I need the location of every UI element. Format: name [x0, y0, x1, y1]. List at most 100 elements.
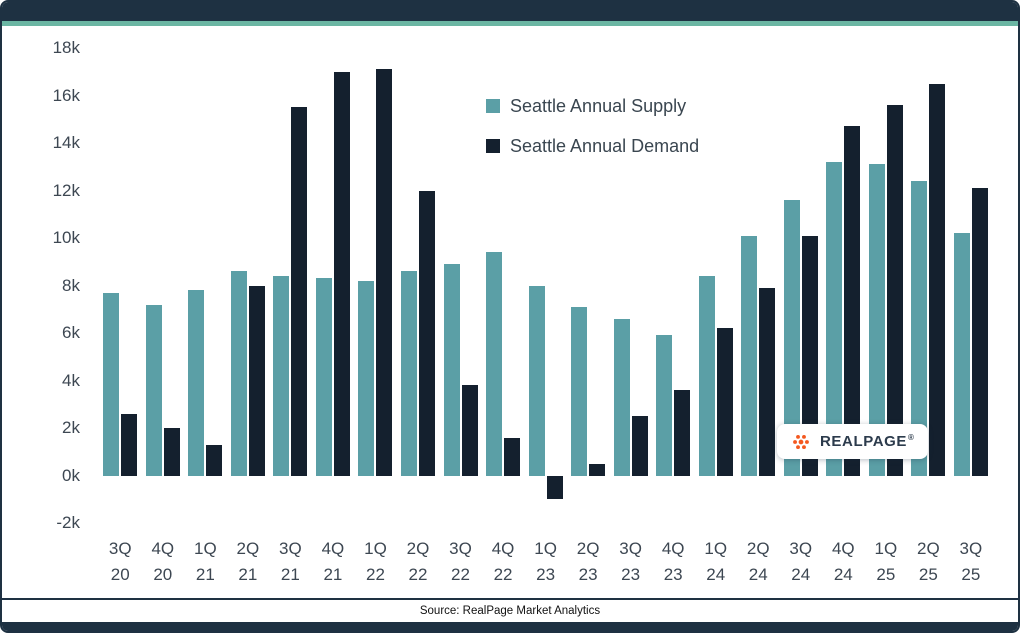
bar-group	[269, 48, 312, 523]
x-tick-label: 2Q 24	[746, 539, 770, 584]
x-tick-label: 3Q 23	[619, 539, 642, 584]
bar-group	[950, 48, 993, 523]
x-tick-label: 1Q 24	[704, 539, 728, 584]
demand-bar	[971, 188, 988, 476]
legend-item: Seattle Annual Supply	[486, 94, 699, 118]
demand-bar	[929, 83, 946, 476]
demand-bar	[248, 285, 265, 476]
legend: Seattle Annual Supply Seattle Annual Dema…	[486, 94, 699, 158]
demand-bar	[546, 475, 563, 500]
supply-bar	[400, 271, 417, 476]
bar-group	[482, 48, 525, 523]
top-teal-stripe	[2, 21, 1018, 26]
bar-group	[524, 48, 567, 523]
registered-mark: ®	[908, 433, 915, 442]
bar-group	[907, 48, 950, 523]
y-tick-label: 12k	[52, 180, 80, 200]
supply-bar	[613, 318, 630, 476]
y-tick-label: 14k	[52, 133, 80, 152]
realpage-dots-icon	[793, 434, 809, 449]
bar-group	[354, 48, 397, 523]
bar-group	[142, 48, 185, 523]
supply-bar	[741, 235, 758, 476]
bar-group	[780, 48, 823, 523]
x-tick-label: 3Q 21	[279, 539, 302, 584]
legend-label: Seattle Annual Supply	[510, 96, 687, 116]
bar-group	[227, 48, 270, 523]
realpage-logo-text: REALPAGE®	[820, 433, 915, 450]
x-tick-label: 2Q 22	[406, 539, 430, 584]
demand-bar	[674, 390, 691, 476]
demand-bar	[886, 105, 903, 476]
x-tick-label: 1Q 21	[193, 539, 217, 584]
y-tick-label: 0k	[62, 465, 80, 485]
bar-group	[312, 48, 355, 523]
bar-group	[184, 48, 227, 523]
bar-group	[609, 48, 652, 523]
y-tick-label: 8k	[62, 275, 80, 295]
demand-bar	[461, 385, 478, 476]
x-tick-label: 2Q 25	[917, 539, 940, 584]
bar-group	[652, 48, 695, 523]
supply-bar	[698, 276, 715, 476]
x-tick-label: 1Q 23	[534, 539, 557, 584]
demand-bar	[716, 328, 733, 476]
bar-group	[865, 48, 908, 523]
demand-bar	[121, 413, 138, 476]
demand-bar	[504, 437, 521, 476]
y-axis: 18k 16k 14k 12k 10k 8k 6k 4k 2k 0k -2k	[2, 38, 86, 532]
source-text: Source: RealPage Market Analytics	[419, 605, 601, 617]
plot-area	[99, 48, 992, 523]
supply-bar	[783, 200, 800, 476]
supply-bar	[826, 162, 843, 476]
footer: Source: RealPage Market Analytics	[2, 598, 1018, 631]
bar-group	[694, 48, 737, 523]
supply-bar	[868, 164, 885, 476]
y-tick-label: 4k	[62, 370, 80, 390]
supply-bar	[188, 290, 205, 476]
bar-group	[397, 48, 440, 523]
realpage-logo: REALPAGE®	[777, 424, 928, 459]
x-tick-label: 1Q 22	[364, 539, 387, 584]
x-tick-label: 3Q 20	[108, 539, 132, 584]
x-tick-label: 4Q 22	[491, 539, 515, 584]
demand-bar	[376, 69, 393, 476]
x-tick-label: 3Q 22	[449, 539, 472, 584]
legend-swatch	[486, 139, 500, 153]
demand-bar	[801, 235, 818, 476]
demand-bar	[759, 287, 776, 476]
x-tick-label: 4Q 21	[321, 539, 345, 584]
bottom-navy-bar	[2, 622, 1018, 631]
x-tick-label: 4Q 24	[831, 539, 855, 584]
demand-bar	[333, 71, 350, 476]
y-tick-label: 18k	[52, 38, 80, 57]
source-row: Source: RealPage Market Analytics	[2, 598, 1018, 622]
bar-group	[439, 48, 482, 523]
x-tick-label: 2Q 21	[236, 539, 260, 584]
supply-bar	[103, 292, 120, 476]
legend-item: Seattle Annual Demand	[486, 134, 699, 158]
bar-group	[737, 48, 780, 523]
supply-bar	[486, 252, 503, 476]
demand-bar	[631, 416, 648, 476]
x-tick-label: 1Q 25	[874, 539, 898, 584]
y-tick-label: 16k	[52, 85, 80, 105]
demand-bar	[206, 444, 223, 476]
supply-bar	[911, 181, 928, 476]
supply-bar	[145, 304, 162, 476]
supply-bar	[230, 271, 247, 476]
legend-swatch	[486, 99, 500, 113]
top-navy-bar	[2, 2, 1018, 21]
y-tick-label: 2k	[62, 418, 80, 437]
y-tick-label: -2k	[56, 513, 80, 532]
supply-bar	[315, 278, 332, 476]
x-tick-label: 3Q 24	[789, 539, 813, 584]
demand-bar	[418, 190, 435, 476]
supply-bar	[953, 233, 970, 476]
bar-group	[99, 48, 142, 523]
x-tick-label: 3Q 25	[959, 539, 983, 584]
demand-bar	[844, 126, 861, 476]
demand-bar	[291, 107, 308, 476]
demand-bar	[163, 428, 180, 476]
